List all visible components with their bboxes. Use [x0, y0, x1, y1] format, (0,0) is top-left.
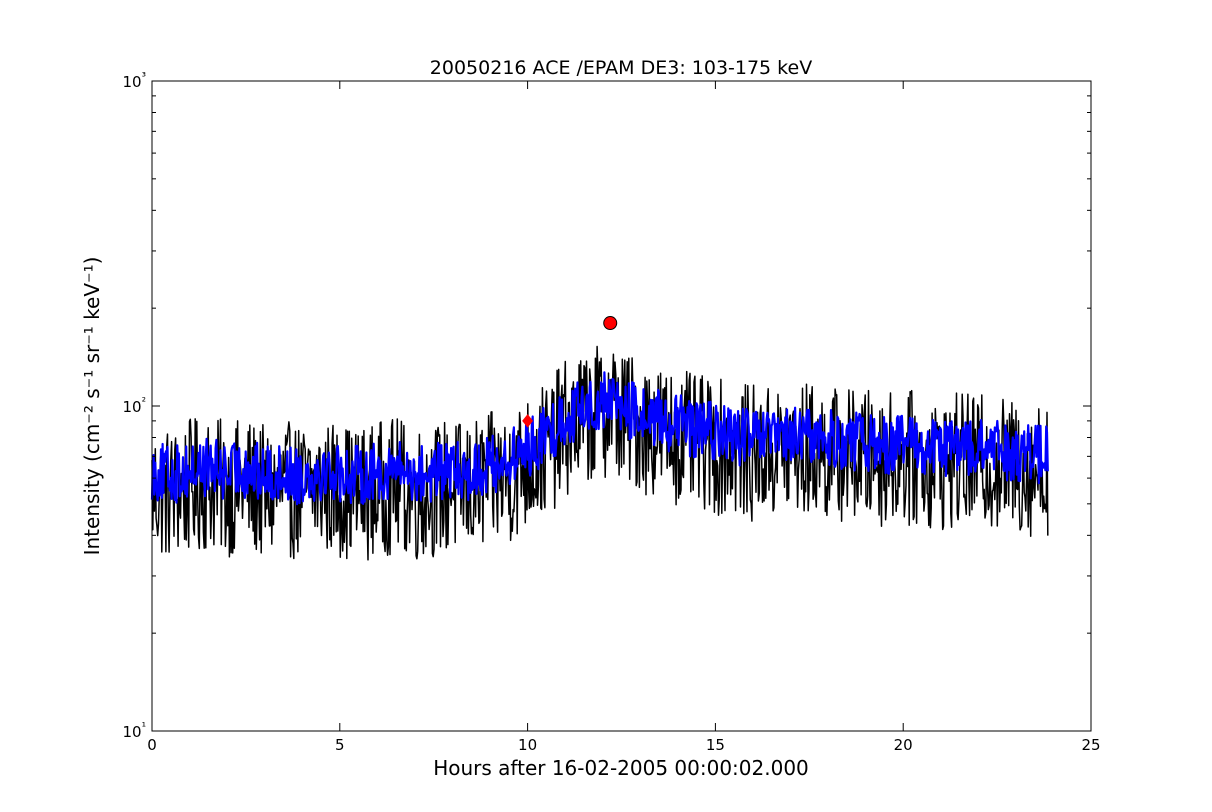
x-tick-label: 5 [335, 736, 345, 754]
onset-marker [522, 414, 534, 428]
x-tick-label: 10 [518, 736, 537, 754]
x-tick-label: 20 [894, 736, 913, 754]
y-tick-label: 10¹ [122, 720, 146, 741]
series-layer [150, 345, 1049, 561]
y-tick-label: 10² [122, 395, 146, 416]
chart-title: 20050216 ACE /EPAM DE3: 103-175 keV [430, 57, 812, 79]
x-tick-label: 15 [706, 736, 725, 754]
y-axis-label: Intensity (cm⁻² s⁻¹ sr⁻¹ keV⁻¹) [80, 257, 104, 556]
peak-marker [603, 316, 618, 331]
x-axis-label: Hours after 16-02-2005 00:00:02.000 [433, 756, 809, 780]
y-tick-label: 10³ [122, 70, 146, 91]
x-tick-label: 0 [147, 736, 157, 754]
marker-layer [522, 316, 618, 428]
y-axis: 10¹ 10² 10³ [122, 70, 1091, 741]
series-line-2 [150, 371, 1049, 506]
x-axis: 0 5 10 15 20 25 [147, 81, 1101, 754]
x-tick-label: 25 [1081, 736, 1100, 754]
